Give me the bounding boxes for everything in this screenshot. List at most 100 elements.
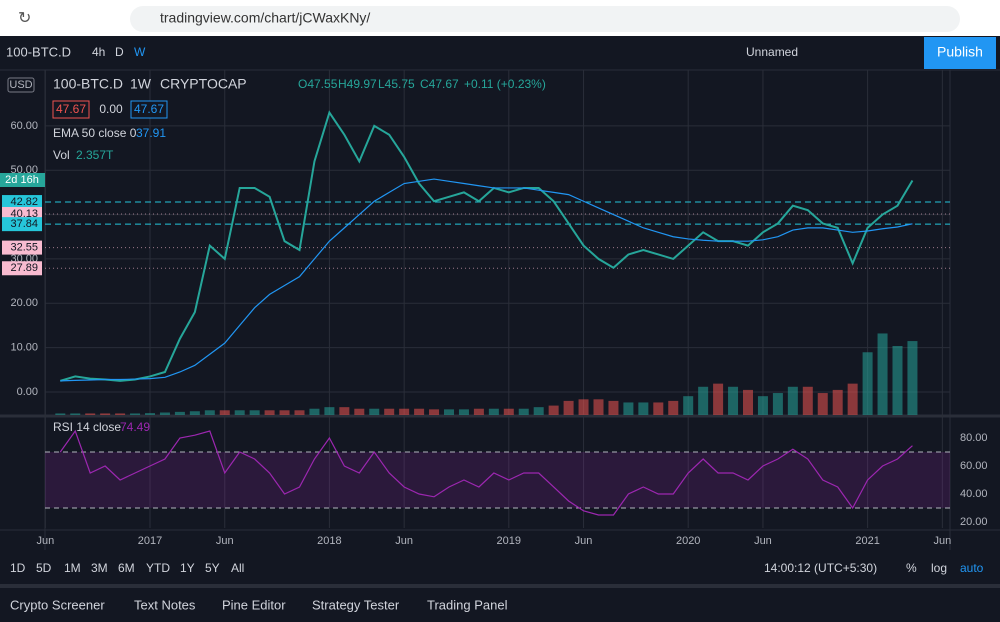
tab[interactable]: Trading Panel: [427, 597, 508, 612]
volume-bar: [907, 341, 918, 415]
range-button[interactable]: 1M: [64, 561, 81, 575]
y-tick-label: 10.00: [10, 342, 38, 354]
x-tick-label: 2020: [676, 535, 700, 547]
range-button[interactable]: 5D: [36, 561, 52, 575]
legend-open: O47.55: [298, 77, 338, 91]
tab[interactable]: Strategy Tester: [312, 597, 400, 612]
tab[interactable]: Crypto Screener: [10, 597, 105, 612]
volume-bar: [324, 407, 335, 415]
interval[interactable]: D: [115, 45, 124, 59]
volume-bar: [159, 412, 170, 415]
volume-bar: [802, 386, 813, 415]
volume-bar: [593, 399, 604, 415]
range-button[interactable]: 6M: [118, 561, 135, 575]
volume-bar: [832, 389, 843, 415]
volume-bar: [309, 408, 320, 415]
volume-bar: [817, 393, 828, 415]
level-label: 27.89: [10, 262, 38, 274]
tab[interactable]: Text Notes: [134, 597, 196, 612]
ema-value: 37.91: [136, 126, 166, 140]
range-button[interactable]: All: [231, 561, 244, 575]
volume-bar: [294, 410, 305, 415]
option[interactable]: log: [931, 561, 947, 575]
volume-bar: [249, 410, 260, 415]
plot: Jun 2017 Jun 2018 Jun 2019 Jun 2020 Jun 2021 Jun 0.…: [2, 70, 988, 547]
level-label: 37.84: [10, 218, 38, 230]
rsi-value: 74.49: [120, 420, 150, 434]
volume-bar: [713, 383, 724, 415]
range-button[interactable]: 1D: [10, 561, 26, 575]
range-button[interactable]: 1Y: [180, 561, 195, 575]
level-label: 40.13: [10, 208, 38, 220]
volume-bar: [100, 413, 111, 415]
top-toolbar: [0, 36, 1000, 70]
level-box: [2, 217, 42, 232]
volume-bar: [204, 410, 215, 415]
x-tick-label: 2018: [317, 535, 341, 547]
countdown-box: [0, 173, 45, 187]
volume-bar: [578, 399, 589, 415]
reload[interactable]: ↻: [18, 10, 31, 27]
level-box: [2, 261, 42, 276]
publish-label: Publish: [937, 44, 983, 60]
y-tick-label: 0.00: [17, 386, 38, 398]
interval[interactable]: 4h: [92, 45, 105, 59]
box-label: 0.00: [99, 102, 123, 116]
box-label: 47.67: [134, 102, 164, 116]
level-label: 32.55: [10, 242, 38, 254]
volume-bar: [55, 413, 66, 415]
legend-low: L45.75: [378, 77, 415, 91]
volume-bar: [384, 408, 395, 415]
y-tick-label: 60.00: [10, 120, 38, 132]
volume-bar: [219, 410, 230, 415]
volume-bar: [743, 389, 753, 415]
currency-box[interactable]: [7, 77, 35, 93]
box-label: 47.67: [56, 102, 86, 116]
rsi-tick-label: 80.00: [960, 432, 988, 444]
option[interactable]: auto: [960, 561, 984, 575]
volume-bar: [518, 408, 529, 415]
interval[interactable]: W: [134, 45, 146, 59]
range-button[interactable]: YTD: [146, 561, 170, 575]
volume-bar: [757, 396, 768, 415]
tab[interactable]: Pine Editor: [222, 597, 286, 612]
box: [52, 100, 90, 119]
volume-bar: [444, 409, 454, 415]
volume-bar: [145, 413, 155, 415]
volume-bar: [698, 386, 709, 415]
legend-symbol: 100-BTC.D: [53, 76, 123, 92]
volume-bar: [414, 408, 425, 415]
legend-exchange: CRYPTOCAP: [160, 76, 247, 92]
rsi-band-fill: [45, 452, 950, 508]
layout-name[interactable]: Unnamed: [746, 45, 798, 59]
x-tick-label: 2021: [855, 535, 879, 547]
volume-bar: [429, 409, 440, 415]
range-button[interactable]: 3M: [91, 561, 108, 575]
publish-button[interactable]: [924, 37, 996, 69]
volume-bar: [548, 405, 559, 415]
option[interactable]: %: [906, 561, 917, 575]
range-button[interactable]: 5Y: [205, 561, 220, 575]
ranges: 1D 5D 1M 3M 6M YTD 1Y 5Y All: [10, 561, 244, 575]
volume-bar: [339, 407, 350, 415]
ema-label: EMA 50 close 0: [53, 126, 137, 140]
volume-bar: [85, 413, 96, 415]
price-line: [60, 110, 914, 382]
x-tick-label: Jun: [754, 535, 772, 547]
x-tick-label: Jun: [36, 535, 54, 547]
x-tick-label: Jun: [395, 535, 413, 547]
volume-bar: [683, 396, 694, 415]
x-tick-label: 2019: [497, 535, 521, 547]
volume-bar: [772, 393, 783, 415]
symbol[interactable]: 100-BTC.D: [6, 44, 71, 59]
rsi-tick-label: 40.00: [960, 488, 988, 500]
rsi-line: [59, 429, 913, 516]
currency: USD: [9, 79, 32, 91]
address-bar[interactable]: [130, 6, 960, 32]
volume-bar: [503, 408, 514, 415]
clock: 14:00:12 (UTC+5:30): [764, 561, 877, 575]
volume-bar: [234, 410, 245, 415]
x-tick-label: 2017: [138, 535, 162, 547]
